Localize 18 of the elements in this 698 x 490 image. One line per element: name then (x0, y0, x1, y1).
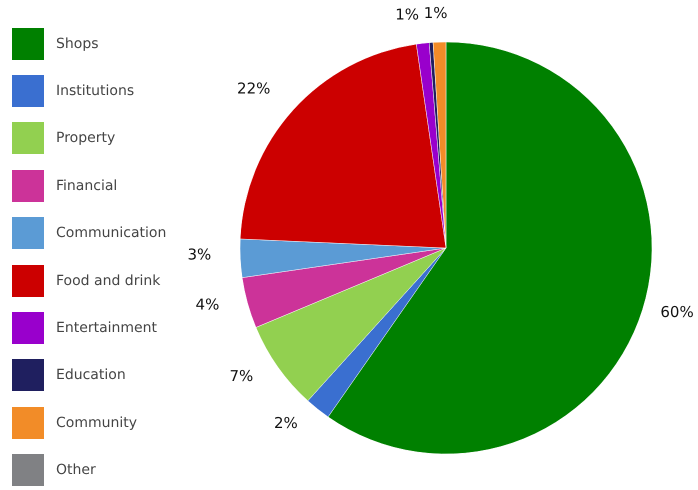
legend-label: Property (56, 130, 116, 146)
legend-label: Institutions (56, 83, 134, 100)
data-label: 4% (196, 295, 220, 314)
data-label: 22% (237, 80, 270, 98)
legend-label: Shops (56, 36, 99, 52)
legend-label: Education (56, 367, 126, 384)
legend-label: Other (56, 462, 96, 478)
legend-label: Community (56, 414, 138, 431)
data-label: 3% (187, 246, 212, 264)
legend-label: Communication (56, 225, 166, 242)
data-label: 60% (660, 303, 694, 322)
legend-label: Financial (56, 178, 118, 194)
legend-label: Entertainment (56, 320, 158, 336)
legend-label: Food and drink (56, 272, 160, 289)
data-label: 1% (424, 4, 448, 22)
data-label: 2% (274, 414, 298, 432)
data-label: 1% (395, 5, 420, 24)
data-label: 7% (229, 366, 254, 385)
